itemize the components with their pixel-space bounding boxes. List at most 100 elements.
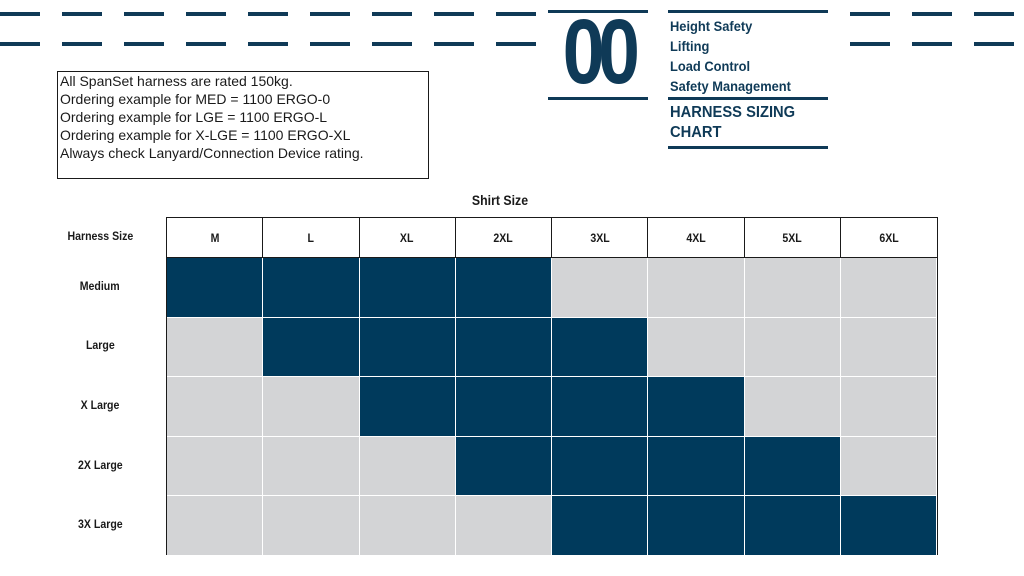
no-fit-cell xyxy=(167,436,264,497)
fit-cell xyxy=(359,377,456,437)
divider xyxy=(548,10,648,13)
section-number: 00 xyxy=(562,1,640,103)
decorative-dashes xyxy=(850,12,1024,16)
fit-cell xyxy=(263,317,360,378)
dash xyxy=(974,42,1014,46)
dash xyxy=(248,12,288,16)
dash xyxy=(186,42,226,46)
dash xyxy=(912,42,952,46)
column-header: 4XL xyxy=(648,218,745,257)
no-fit-cell xyxy=(263,377,360,437)
dash xyxy=(62,12,102,16)
dash xyxy=(434,12,474,16)
column-header: 6XL xyxy=(841,218,937,257)
row-label-text: Medium xyxy=(80,278,120,293)
decorative-dashes xyxy=(0,42,558,46)
column-header: 5XL xyxy=(745,218,841,257)
fit-cell xyxy=(455,436,552,497)
row-label: 3X Large xyxy=(48,517,152,531)
no-fit-cell xyxy=(167,317,264,378)
no-fit-cell xyxy=(648,258,745,318)
fit-cell xyxy=(552,496,649,556)
divider xyxy=(668,97,828,100)
fit-cell xyxy=(648,436,745,497)
row-label: 2X Large xyxy=(48,458,152,472)
no-fit-cell xyxy=(744,317,841,378)
fit-cell xyxy=(263,258,360,318)
no-fit-cell xyxy=(359,436,456,497)
fit-cell xyxy=(455,317,552,378)
sizing-table: M L XL 2XL 3XL 4XL 5XL 6XL xyxy=(166,217,938,556)
note-line: All SpanSet harness are rated 150kg. xyxy=(60,73,293,89)
category-item: Height Safety xyxy=(670,18,753,34)
row-header-label: Harness Size xyxy=(48,229,152,243)
no-fit-cell xyxy=(840,317,937,378)
notes-box: All SpanSet harness are rated 150kg. Ord… xyxy=(57,71,429,179)
row-header-text: Harness Size xyxy=(67,229,133,243)
dash xyxy=(496,42,536,46)
note-line: Always check Lanyard/Connection Device r… xyxy=(60,145,364,161)
page-title-line: HARNESS SIZING xyxy=(670,104,796,121)
row-label-text: 2X Large xyxy=(77,457,123,472)
dash xyxy=(62,42,102,46)
fit-cell xyxy=(455,377,552,437)
column-header-text: 4XL xyxy=(686,230,706,245)
fit-cell xyxy=(552,436,649,497)
note-line: Ordering example for X-LGE = 1100 ERGO-X… xyxy=(60,127,351,143)
no-fit-cell xyxy=(263,436,360,497)
note-line: Ordering example for MED = 1100 ERGO-0 xyxy=(60,91,331,107)
dash xyxy=(434,42,474,46)
row-label: Large xyxy=(48,338,152,352)
note-line: Ordering example for LGE = 1100 ERGO-L xyxy=(60,109,328,125)
page-title-line: CHART xyxy=(670,124,722,141)
column-header-text: L xyxy=(307,230,315,245)
dash xyxy=(248,42,288,46)
column-header: XL xyxy=(360,218,456,257)
dash xyxy=(372,12,412,16)
decorative-dashes xyxy=(0,12,558,16)
row-label: X Large xyxy=(48,398,152,412)
fit-cell xyxy=(359,258,456,318)
dash xyxy=(0,42,40,46)
fit-cell xyxy=(552,377,649,437)
fit-cell xyxy=(552,317,649,378)
dash xyxy=(912,12,952,16)
column-header: L xyxy=(263,218,360,257)
fit-cell xyxy=(840,496,937,556)
fit-cell xyxy=(744,436,841,497)
column-header: M xyxy=(167,218,264,257)
no-fit-cell xyxy=(744,258,841,318)
no-fit-cell xyxy=(744,377,841,437)
no-fit-cell xyxy=(552,258,649,318)
category-item: Safety Management xyxy=(670,78,791,94)
column-header-text: 6XL xyxy=(879,230,899,245)
column-header-text: 5XL xyxy=(782,230,802,245)
dash xyxy=(310,42,350,46)
column-header-text: XL xyxy=(400,230,414,245)
row-label-text: Large xyxy=(85,338,115,353)
fit-cell xyxy=(359,317,456,378)
dash xyxy=(124,12,164,16)
no-fit-cell xyxy=(263,496,360,556)
header-divider xyxy=(167,257,937,258)
category-item: Load Control xyxy=(670,58,751,74)
no-fit-cell xyxy=(840,258,937,318)
row-label: Medium xyxy=(48,279,152,293)
dash xyxy=(124,42,164,46)
column-header: 2XL xyxy=(456,218,552,257)
dash xyxy=(0,12,40,16)
decorative-dashes xyxy=(850,42,1024,46)
divider xyxy=(548,97,648,100)
no-fit-cell xyxy=(840,436,937,497)
dash xyxy=(372,42,412,46)
fit-cell xyxy=(167,258,264,318)
row-label-text: X Large xyxy=(80,398,120,412)
dash xyxy=(496,12,536,16)
no-fit-cell xyxy=(167,496,264,556)
no-fit-cell xyxy=(167,377,264,437)
column-header-text: 3XL xyxy=(589,230,610,245)
row-label-text: 3X Large xyxy=(77,517,123,532)
no-fit-cell xyxy=(840,377,937,437)
column-header-text: 2XL xyxy=(493,230,514,245)
dash xyxy=(310,12,350,16)
